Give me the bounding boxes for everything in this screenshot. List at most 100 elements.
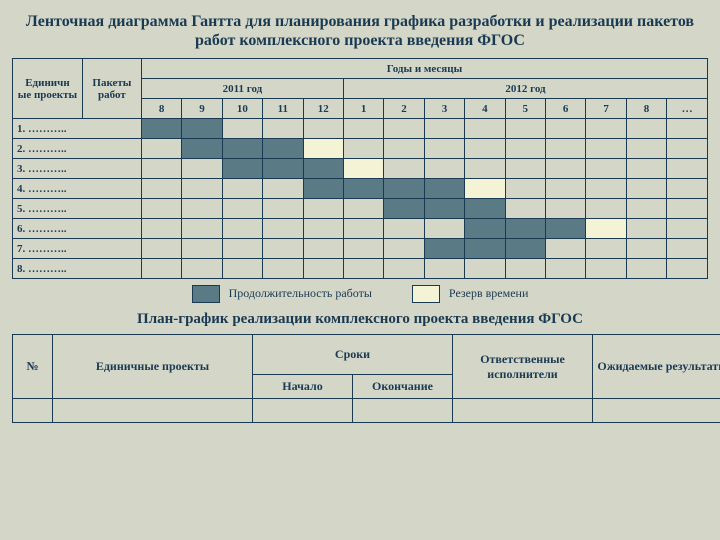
gantt-cell	[384, 199, 424, 219]
plan-table: № Единичные проекты Сроки Ответственные …	[12, 334, 720, 423]
gantt-cell	[667, 119, 708, 139]
plan-cell	[53, 399, 253, 423]
group-years: Годы и месяцы	[141, 59, 707, 79]
gantt-cell	[303, 259, 343, 279]
gantt-cell	[465, 159, 505, 179]
col-projects: Единичн ые проекты	[13, 59, 83, 119]
gantt-cell	[667, 199, 708, 219]
year-2012: 2012 год	[343, 79, 707, 99]
gantt-cell	[505, 199, 545, 219]
gantt-cell	[343, 239, 383, 259]
gantt-cell	[626, 259, 666, 279]
gantt-cell	[586, 239, 626, 259]
gantt-cell	[545, 219, 585, 239]
gantt-cell	[263, 219, 303, 239]
month-header: 6	[545, 99, 585, 119]
gantt-cell	[545, 139, 585, 159]
gantt-cell	[626, 239, 666, 259]
gantt-cell	[263, 199, 303, 219]
gantt-cell	[586, 199, 626, 219]
gantt-cell	[424, 139, 464, 159]
gantt-cell	[222, 119, 262, 139]
gantt-cell	[505, 119, 545, 139]
row-label: 7. ………..	[13, 239, 142, 259]
gantt-cell	[384, 119, 424, 139]
gantt-cell	[667, 219, 708, 239]
gantt-cell	[222, 239, 262, 259]
gantt-cell	[424, 159, 464, 179]
legend-reserve: Резерв времени	[412, 285, 528, 303]
gantt-cell	[222, 199, 262, 219]
legend-work-label: Продолжительность работы	[229, 286, 372, 300]
table-row: 8. ………..	[13, 259, 708, 279]
table-row: 2. ………..	[13, 139, 708, 159]
gantt-cell	[626, 179, 666, 199]
month-header: 9	[182, 99, 222, 119]
gantt-cell	[586, 259, 626, 279]
gantt-cell	[141, 119, 181, 139]
plan-col-resp: Ответственные исполнители	[453, 335, 593, 399]
gantt-cell	[263, 139, 303, 159]
month-header: 5	[505, 99, 545, 119]
gantt-cell	[545, 179, 585, 199]
gantt-cell	[667, 139, 708, 159]
gantt-cell	[586, 159, 626, 179]
plan-cell	[13, 399, 53, 423]
gantt-cell	[303, 199, 343, 219]
gantt-body: 1. ………..2. ………..3. ………..4. ………..5. ………..…	[13, 119, 708, 279]
gantt-cell	[384, 239, 424, 259]
gantt-cell	[303, 159, 343, 179]
gantt-cell	[465, 219, 505, 239]
gantt-cell	[141, 219, 181, 239]
gantt-cell	[465, 239, 505, 259]
gantt-cell	[626, 159, 666, 179]
gantt-cell	[141, 179, 181, 199]
gantt-cell	[626, 199, 666, 219]
month-header: 11	[263, 99, 303, 119]
gantt-cell	[626, 219, 666, 239]
gantt-cell	[424, 239, 464, 259]
gantt-cell	[505, 139, 545, 159]
table-row: 4. ………..	[13, 179, 708, 199]
row-label: 2. ………..	[13, 139, 142, 159]
gantt-cell	[263, 239, 303, 259]
legend-reserve-label: Резерв времени	[449, 286, 528, 300]
gantt-cell	[384, 159, 424, 179]
gantt-cell	[222, 259, 262, 279]
swatch-reserve-icon	[412, 285, 440, 303]
row-label: 6. ………..	[13, 219, 142, 239]
gantt-cell	[545, 119, 585, 139]
gantt-cell	[626, 119, 666, 139]
gantt-cell	[182, 139, 222, 159]
gantt-cell	[263, 119, 303, 139]
row-label: 1. ………..	[13, 119, 142, 139]
month-header: 10	[222, 99, 262, 119]
plan-col-proj: Единичные проекты	[53, 335, 253, 399]
plan-cell	[453, 399, 593, 423]
gantt-cell	[222, 179, 262, 199]
plan-col-num: №	[13, 335, 53, 399]
gantt-cell	[182, 219, 222, 239]
main-title: Ленточная диаграмма Гантта для планирова…	[12, 12, 708, 50]
gantt-cell	[586, 139, 626, 159]
gantt-cell	[505, 239, 545, 259]
month-header: 2	[384, 99, 424, 119]
gantt-cell	[384, 139, 424, 159]
gantt-cell	[141, 199, 181, 219]
gantt-cell	[303, 139, 343, 159]
gantt-cell	[303, 219, 343, 239]
month-header: 3	[424, 99, 464, 119]
gantt-cell	[545, 199, 585, 219]
table-row: 5. ………..	[13, 199, 708, 219]
gantt-cell	[182, 179, 222, 199]
gantt-cell	[182, 259, 222, 279]
col-packages: Пакеты работ	[82, 59, 141, 119]
gantt-cell	[343, 119, 383, 139]
gantt-cell	[465, 139, 505, 159]
gantt-cell	[222, 219, 262, 239]
plan-subtitle: План-график реализации комплексного прое…	[12, 311, 708, 328]
gantt-cell	[384, 219, 424, 239]
gantt-cell	[424, 119, 464, 139]
month-header: 4	[465, 99, 505, 119]
gantt-cell	[303, 239, 343, 259]
